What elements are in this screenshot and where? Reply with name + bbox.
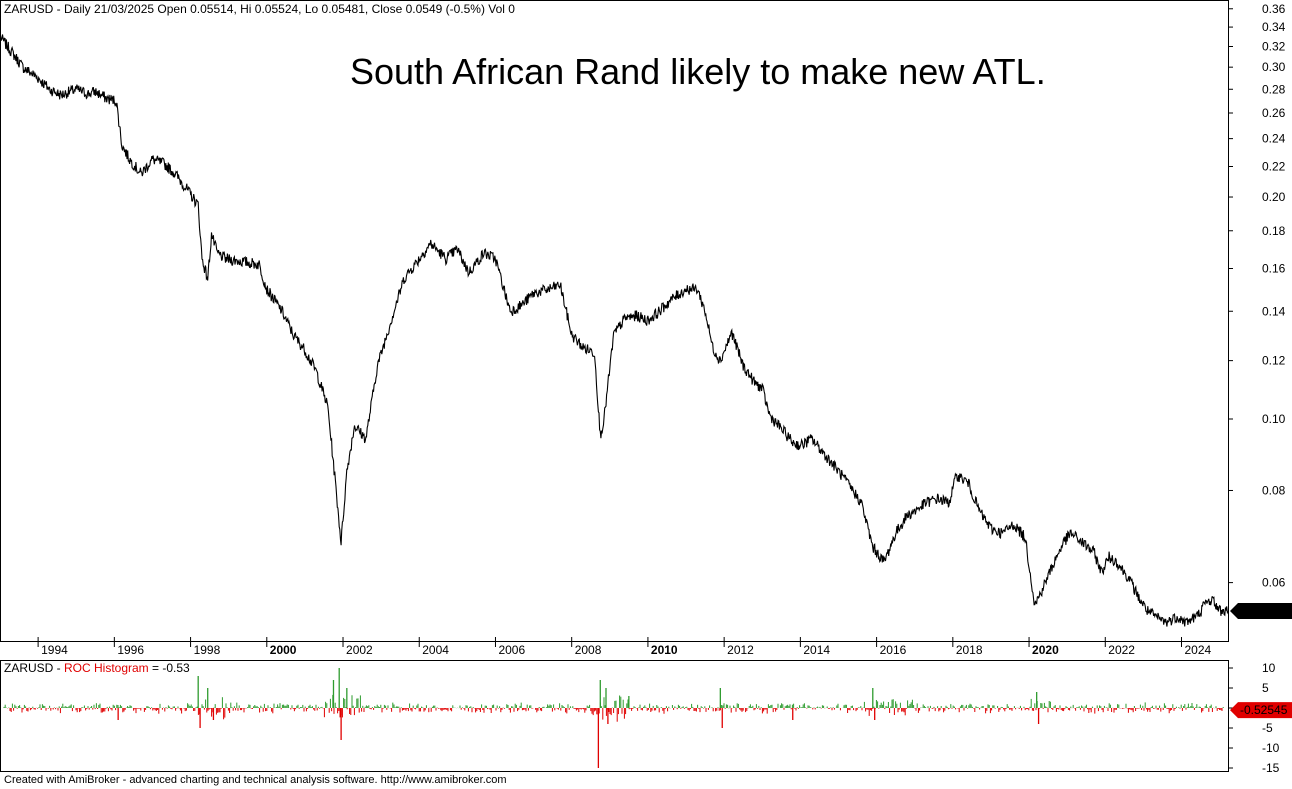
price-y-tick-label: 0.24 <box>1262 132 1286 146</box>
roc-last-value-badge <box>1230 702 1292 719</box>
price-y-tick-label: 0.10 <box>1262 412 1286 426</box>
x-tick-label: 2012 <box>727 643 754 657</box>
roc-header: ZARUSD - ROC Histogram = -0.53 <box>4 661 190 675</box>
price-y-tick-label: 0.08 <box>1262 483 1286 497</box>
roc-y-tick-label: -10 <box>1262 741 1280 755</box>
x-tick-label: 1994 <box>41 643 68 657</box>
roc-header-indicator: ROC Histogram <box>64 661 149 675</box>
price-y-tick-label: 0.32 <box>1262 39 1286 53</box>
price-y-tick-label: 0.18 <box>1262 224 1286 238</box>
price-y-tick-label: 0.06 <box>1262 576 1286 590</box>
roc-y-tick-label: 5 <box>1262 681 1269 695</box>
price-y-tick-label: 0.28 <box>1262 82 1286 96</box>
price-y-tick-label: 0.12 <box>1262 354 1286 368</box>
price-last-value-badge <box>1230 603 1292 620</box>
roc-pane-frame <box>0 660 1229 772</box>
price-header: ZARUSD - Daily 21/03/2025 Open 0.05514, … <box>4 2 515 16</box>
price-y-tick-label: 0.34 <box>1262 20 1286 34</box>
x-tick-label: 2024 <box>1185 643 1212 657</box>
roc-last-value-text: -0.52545 <box>1240 703 1288 717</box>
price-y-axis: 0.36 0.34 0.32 0.30 0.28 0.26 0.24 0.22 0.20 0.18… <box>1228 2 1286 590</box>
price-pane: 0.36 0.34 0.32 0.30 0.28 0.26 0.24 0.22 0.20 0.18… <box>0 0 1292 657</box>
roc-y-tick-label: -5 <box>1262 721 1273 735</box>
price-y-tick-label: 0.26 <box>1262 106 1286 120</box>
x-tick-label: 2016 <box>880 643 907 657</box>
x-tick-label: 2018 <box>956 643 983 657</box>
x-tick-label: 2022 <box>1108 643 1135 657</box>
x-tick-label: 2014 <box>803 643 830 657</box>
price-y-tick-label: 0.16 <box>1262 261 1286 275</box>
roc-header-value: = -0.53 <box>149 661 190 675</box>
x-tick-label: 2006 <box>498 643 525 657</box>
x-tick-label: 2010 <box>651 643 678 657</box>
price-y-tick-label: 0.20 <box>1262 190 1286 204</box>
x-tick-label: 1998 <box>194 643 221 657</box>
roc-y-tick-label: 10 <box>1262 661 1276 675</box>
price-last-value-text: 0.0549 <box>1243 604 1280 618</box>
x-tick-label: 1996 <box>117 643 144 657</box>
price-y-tick-label: 0.22 <box>1262 159 1286 173</box>
price-last-value-label: 0.0549 <box>1230 603 1292 620</box>
x-tick-label: 2000 <box>270 643 297 657</box>
price-series-line <box>0 34 1229 627</box>
x-tick-label: 2020 <box>1032 643 1059 657</box>
roc-y-tick-label: -15 <box>1262 761 1280 775</box>
footer-credit: Created with AmiBroker - advanced charti… <box>4 774 507 786</box>
price-pane-frame <box>0 0 1229 642</box>
roc-pane: 1050-5-10-15 ZARUSD - ROC Histogram = -0… <box>0 660 1292 775</box>
x-tick-label: 2002 <box>346 643 373 657</box>
price-y-tick-label: 0.36 <box>1262 2 1286 16</box>
chart-annotation: South African Rand likely to make new AT… <box>350 51 1046 92</box>
price-y-tick-label: 0.30 <box>1262 60 1286 74</box>
x-tick-label: 2004 <box>422 643 449 657</box>
roc-histogram <box>3 668 1224 768</box>
price-y-tick-label: 0.14 <box>1262 304 1286 318</box>
roc-header-symbol: ZARUSD - <box>4 661 64 675</box>
x-tick-label: 2008 <box>575 643 602 657</box>
time-x-axis: 1994 1996 1998 2000 2002 2004 2006 2008 2010 2012… <box>37 637 1212 657</box>
roc-last-value-label: -0.52545 <box>1230 702 1292 719</box>
